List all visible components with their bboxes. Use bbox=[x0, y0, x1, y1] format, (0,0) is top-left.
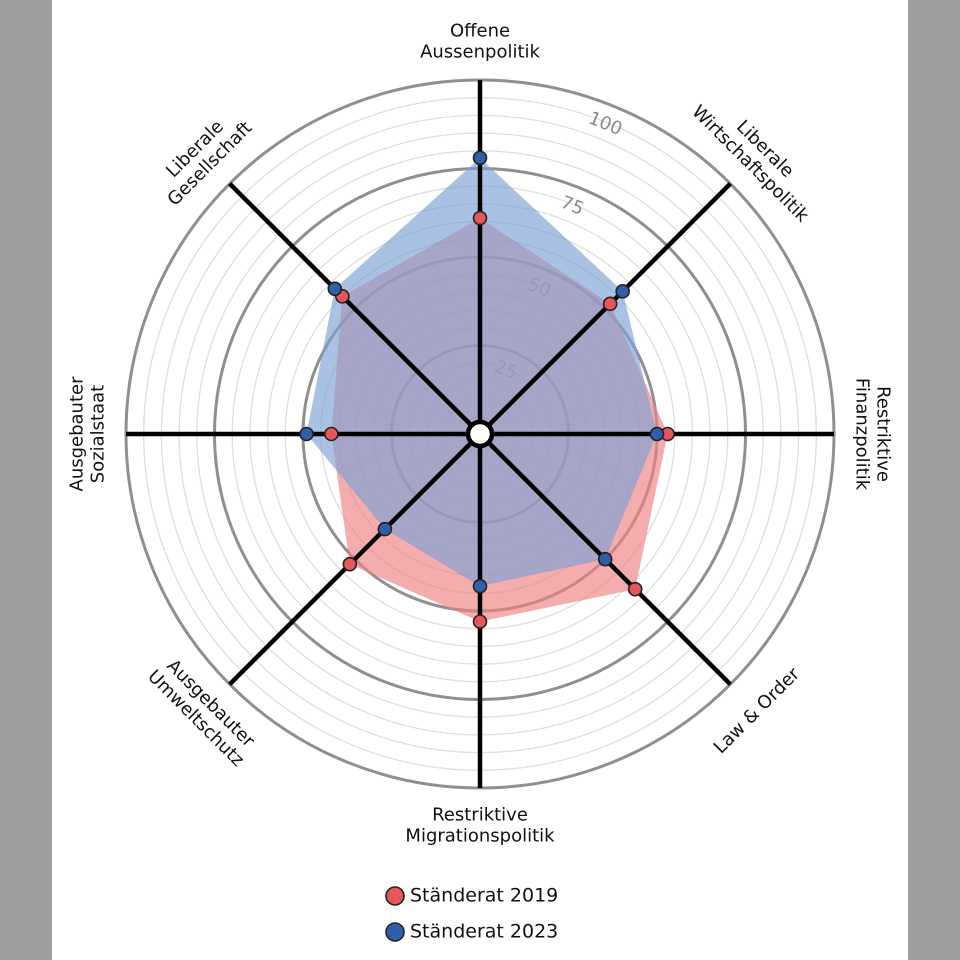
data-point bbox=[472, 150, 488, 166]
axis-label-line: Restriktive bbox=[873, 386, 894, 482]
legend-swatch bbox=[385, 922, 405, 942]
data-point bbox=[299, 426, 314, 442]
data-point bbox=[472, 210, 488, 226]
center-hub bbox=[465, 419, 495, 449]
axis-label-line: Aussenpolitik bbox=[420, 42, 540, 63]
axis-label-line: Finanzpolitik bbox=[852, 378, 873, 491]
axis-label: Ausgebauter Sozialstaat bbox=[67, 376, 109, 492]
axis-spokes bbox=[126, 80, 834, 788]
data-point bbox=[649, 426, 665, 442]
data-point bbox=[615, 284, 630, 299]
data-point bbox=[324, 426, 339, 442]
data-point bbox=[597, 551, 613, 567]
data-point bbox=[342, 556, 358, 572]
data-point bbox=[627, 581, 643, 597]
axis-label-line: Offene bbox=[450, 21, 510, 42]
data-point bbox=[327, 281, 343, 297]
axis-spoke bbox=[228, 182, 482, 436]
data-point bbox=[377, 521, 393, 537]
axis-label-line: Migrationspolitik bbox=[405, 826, 555, 847]
chart-frame: 255075100 OffeneAussenpolitikLiberaleWir… bbox=[52, 0, 908, 960]
data-point bbox=[472, 578, 488, 594]
tick-label: 75 bbox=[558, 192, 587, 220]
axis-label-line: Sozialstaat bbox=[88, 385, 109, 483]
legend-entry: Ständerat 2019 bbox=[410, 885, 558, 907]
legend: Ständerat 2019 Ständerat 2023 bbox=[385, 885, 558, 943]
legend-swatch bbox=[385, 886, 405, 906]
data-point bbox=[602, 296, 618, 312]
axis-label-line: Ausgebauter bbox=[67, 376, 88, 492]
data-point bbox=[472, 614, 488, 629]
radar-chart: 255075100 OffeneAussenpolitikLiberaleWir… bbox=[67, 21, 894, 943]
legend-entry: Ständerat 2023 bbox=[410, 921, 558, 943]
series-points bbox=[299, 150, 675, 629]
axis-label-line: Restriktive bbox=[432, 805, 528, 826]
